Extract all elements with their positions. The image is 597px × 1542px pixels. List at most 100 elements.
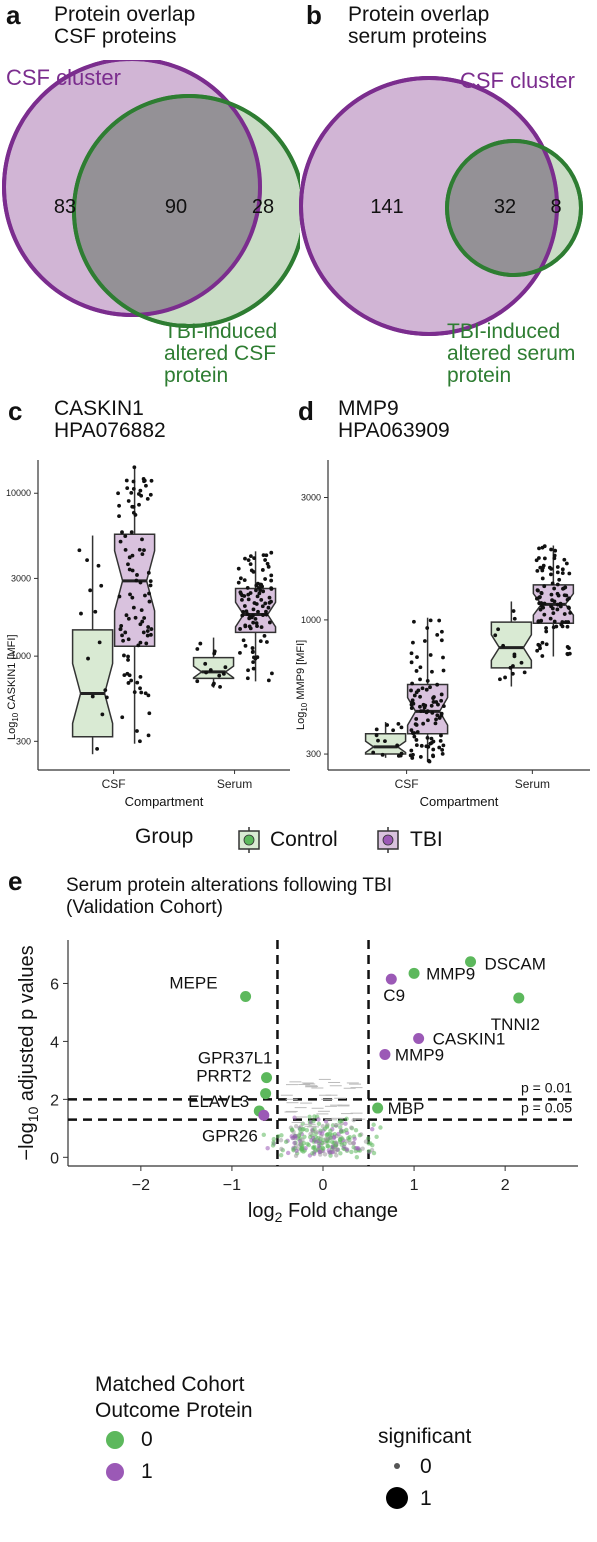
box-d-xtick-label: CSF [395,777,419,791]
box-c-data-point [145,496,150,501]
volcano-background-point [310,1151,315,1156]
volcano-background-point [349,1149,354,1155]
volcano-background-point [366,1148,372,1154]
box-d-data-point [560,567,565,572]
box-c-data-point [217,673,222,678]
volcano-background-point [322,1152,328,1157]
box-c-data-point [259,597,264,602]
volcano-background-point [331,1134,337,1140]
legend2-dot-0 [394,1463,400,1469]
box-d-data-point [510,671,515,676]
volcano-plot: 0 2 4 6 −2 −1 0 1 2 p = 0.01 p = 0.05 DSCAM MMP9 C9 ME… [16,940,578,1225]
box-d-data-point [374,733,379,738]
box-c-data-point [264,553,269,558]
box-d-data-point [562,612,567,616]
box-c-data-point [137,547,142,552]
box-d-data-point [534,558,539,563]
box-c-data-point [136,492,141,496]
box-d-data-point [539,601,544,605]
panel-label-a: a [6,0,21,30]
box-d-data-point [555,582,560,587]
box-c-data-point [104,695,109,700]
box-c-data-point [263,601,268,606]
box-d-data-point [422,705,427,710]
box-d-data-point [565,597,570,602]
box-c-data-point [266,678,271,683]
volcano-point-mepe [240,991,252,1002]
box-d-data-point [391,728,396,733]
box-d-data-point [425,709,430,713]
volcano-background-point [336,1131,341,1137]
box-c-data-point [241,638,246,643]
legend1-title-line1: Matched Cohort [95,1373,245,1396]
box-d-data-point [544,642,549,647]
box-c-data-point [195,647,200,651]
box-d-data-point [566,620,571,624]
box-d-data-point [542,556,547,561]
volcano-background-point [319,1133,324,1139]
box-d-data-point [416,688,421,693]
box-d-data-point [412,734,417,739]
volcano-background-point [344,1127,349,1133]
volcano-background-point [311,1119,316,1124]
volcano-background-point [306,1142,311,1148]
box-d-data-point [555,570,560,575]
volcano-title-line1: Serum protein alterations following TBI [66,875,392,896]
box-d-data-point [428,685,432,690]
box-d-data-point [418,665,423,670]
volcano-background-point [292,1140,297,1146]
box-d-title: MMP9 HPA063909 [338,398,450,442]
box-d-ytick-label: 1000 [301,615,321,625]
box-d-data-point [536,588,540,593]
venn-a-tbi-label-line3: protein [164,364,229,387]
box-d-data-point [396,753,401,758]
box-c-data-point [132,690,137,695]
volcano-background-point [351,1117,356,1123]
box-c-data-point [139,608,144,613]
box-d-data-point [429,736,434,741]
box-c-data-point [250,649,255,654]
volcano-background-point [342,1141,347,1147]
box-c-data-point [243,556,247,561]
box-c-data-point [146,625,151,629]
box-c-data-point [146,693,151,698]
box-c-data-point [90,694,95,699]
volcano-ylabel: −log10 adjusted p values [16,945,41,1160]
volcano-background-point [309,1138,314,1143]
box-c-data-point [245,676,250,681]
volcano-background-point [301,1140,307,1146]
box-d-data-point [421,709,426,713]
box-c-data-point [257,591,262,596]
box-c-data-point [129,678,134,683]
box-d-data-point [380,752,385,757]
volcano-background-point [314,1129,319,1134]
box-d-data-point [552,619,557,624]
volcano-xtick-label: 1 [410,1177,419,1194]
box-d-data-point [424,744,429,749]
box-c-data-point [138,739,142,744]
box-d-data-point [549,566,554,571]
volcano-background-point [343,1121,348,1126]
box-c-data-point [130,595,135,600]
volcano-background-point [323,1136,329,1142]
box-c-data-point [95,746,100,751]
box-c-data-point [131,486,136,491]
box-c-data-point [147,711,152,716]
box-d-data-point [426,718,430,723]
legend2-title: significant [378,1425,472,1448]
volcano-xlabel: log2 Fold change [248,1200,398,1225]
volcano-point-mmp9 [408,967,420,979]
box-c-data-point [223,665,228,670]
venn-b-title: Protein overlap serum proteins [348,4,489,48]
box-d-data-point [385,723,390,727]
box-c-data-point [240,613,245,618]
box-c-data-point [126,616,131,621]
volcano-ytick-label: 0 [50,1150,59,1167]
venn-a-tbi-label-line1: TBI-induced [164,320,278,343]
box-c-data-point [123,534,128,539]
box-c-data-point [249,615,254,620]
venn-b-right-count: 8 [550,196,561,218]
legend2-item-0: 0 [378,1450,471,1482]
box-c-data-point [99,583,104,588]
box-c-data-point [261,589,266,594]
